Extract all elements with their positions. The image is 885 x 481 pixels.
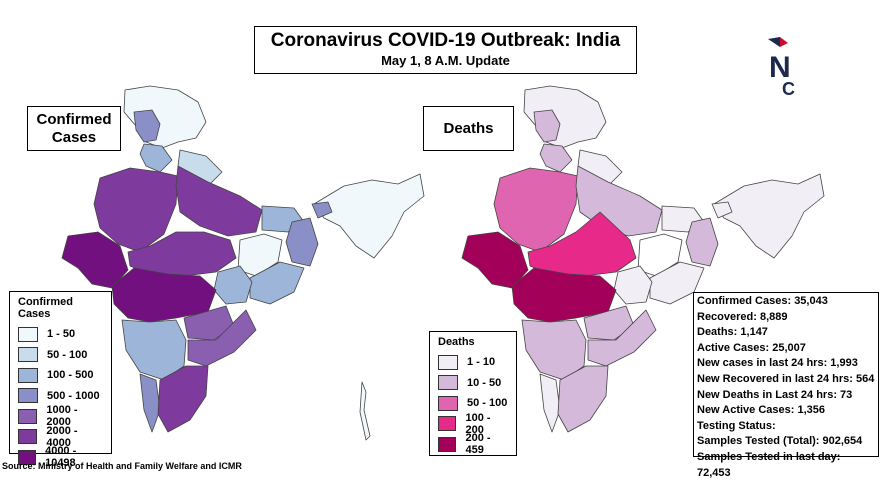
- region-ap: [587, 309, 657, 367]
- region-odisha: [249, 261, 305, 305]
- legend-item: 50 - 100: [438, 393, 508, 414]
- confirmed-label-line2: Cases: [51, 128, 97, 146]
- legend-range: 50 - 100: [467, 397, 508, 410]
- deaths-legend: Deaths 1 - 10 10 - 50 50 - 100 100 - 200 200…: [429, 331, 517, 456]
- legend-range: 10 - 50: [467, 376, 502, 389]
- legend-item: 50 - 100: [18, 345, 103, 366]
- stat-line: Active Cases: 25,007: [697, 341, 806, 354]
- stat-line: Deaths: 1,147: [697, 326, 768, 339]
- region-up: [175, 165, 263, 237]
- legend-item: 1 - 50: [18, 324, 103, 345]
- legend-swatch: [18, 367, 38, 383]
- legend-swatch: [438, 416, 457, 432]
- region-kerala: [139, 373, 161, 433]
- region-ne-inner: [711, 201, 733, 219]
- stat-line: Samples Tested in last day: 72,453: [697, 450, 841, 479]
- deaths-map: [461, 85, 825, 433]
- confirmed-cases-label: Confirmed Cases: [27, 106, 121, 151]
- legend-swatch: [18, 326, 38, 342]
- logo-letter-c: C: [782, 79, 795, 97]
- legend-range: 1000 - 2000: [46, 404, 78, 429]
- region-islands: [359, 381, 371, 441]
- legend-title: Confirmed Cases: [18, 296, 73, 320]
- stat-line: Confirmed Cases: 35,043: [697, 295, 828, 307]
- legend-swatch: [438, 395, 458, 411]
- title-box: Coronavirus COVID-19 Outbreak: India May…: [254, 26, 637, 74]
- legend-range: 100 - 500: [47, 369, 94, 382]
- region-tn: [157, 365, 209, 433]
- confirmed-label-line1: Confirmed: [36, 110, 112, 128]
- region-north: [539, 143, 573, 173]
- legend-swatch: [18, 449, 37, 465]
- region-northeast: [313, 173, 425, 259]
- legend-swatch: [18, 347, 38, 363]
- legend-item: 500 - 1000: [18, 386, 103, 407]
- legend-range: 2000 - 4000: [46, 424, 78, 449]
- legend-item: 200 - 459: [438, 432, 508, 457]
- legend-item: 100 - 200: [438, 411, 508, 436]
- confirmed-cases-map: [61, 85, 425, 441]
- region-wb: [685, 217, 719, 267]
- region-rajasthan: [93, 167, 179, 253]
- deaths-label: Deaths: [423, 106, 514, 151]
- legend-swatch: [18, 429, 38, 445]
- legend-swatch: [438, 375, 458, 391]
- legend-range: 500 - 1000: [47, 389, 100, 402]
- legend-swatch: [438, 436, 457, 452]
- stat-line: New cases in last 24 hrs: 1,993: [697, 357, 858, 370]
- stat-line: New Active Cases: 1,356: [697, 404, 825, 417]
- source-note: Source: Ministry of Health and Family We…: [2, 461, 242, 471]
- region-jk-inner: [133, 109, 161, 143]
- legend-range: 1 - 10: [467, 356, 496, 369]
- stat-line: New Recovered in last 24 hrs: 564: [697, 372, 875, 385]
- logo-letter-n: N: [769, 51, 791, 84]
- region-jk-inner: [533, 109, 561, 143]
- legend-item: 4000 - 10498: [18, 445, 103, 470]
- stat-line: New Deaths in Last 24 hrs: 73: [697, 388, 853, 401]
- legend-range: 100 - 200: [465, 411, 491, 436]
- region-karnataka: [121, 319, 187, 381]
- region-ap: [187, 309, 257, 367]
- legend-swatch: [18, 388, 38, 404]
- legend-item: 10 - 50: [438, 373, 508, 394]
- legend-item: 100 - 500: [18, 365, 103, 386]
- region-kerala: [539, 373, 561, 433]
- legend-item: 2000 - 4000: [18, 424, 103, 449]
- legend-swatch: [18, 408, 38, 424]
- legend-swatch: [438, 354, 458, 370]
- legend-title: Deaths: [438, 336, 475, 348]
- confirmed-cases-legend: Confirmed Cases 1 - 50 50 - 100 100 - 500 5…: [9, 291, 112, 469]
- stats-panel: Confirmed Cases: 35,043 Recovered: 8,889 D…: [693, 292, 879, 479]
- region-wb: [285, 217, 319, 267]
- legend-item: 1000 - 2000: [18, 404, 103, 429]
- legend-range: 50 - 100: [47, 348, 88, 361]
- stat-line: Recovered: 8,889: [697, 310, 788, 323]
- legend-range: 1 - 50: [47, 328, 76, 341]
- legend-range: 200 - 459: [465, 432, 491, 457]
- page-title: Coronavirus COVID-19 Outbreak: India: [270, 30, 621, 51]
- region-north: [139, 143, 173, 173]
- region-northeast: [713, 173, 825, 259]
- stat-line: Samples Tested (Total): 902,654: [697, 435, 863, 448]
- legend-range: 4000 - 10498: [45, 445, 77, 470]
- region-rajasthan: [493, 167, 579, 253]
- region-karnataka: [521, 319, 587, 381]
- update-date: May 1, 8 A.M. Update: [381, 53, 510, 68]
- deaths-label-text: Deaths: [443, 119, 494, 137]
- region-tn: [557, 365, 609, 433]
- region-ne-inner: [311, 201, 333, 219]
- stat-line: Testing Status:: [697, 419, 776, 432]
- nc-logo: N C: [766, 33, 800, 99]
- legend-item: 1 - 10: [438, 352, 508, 373]
